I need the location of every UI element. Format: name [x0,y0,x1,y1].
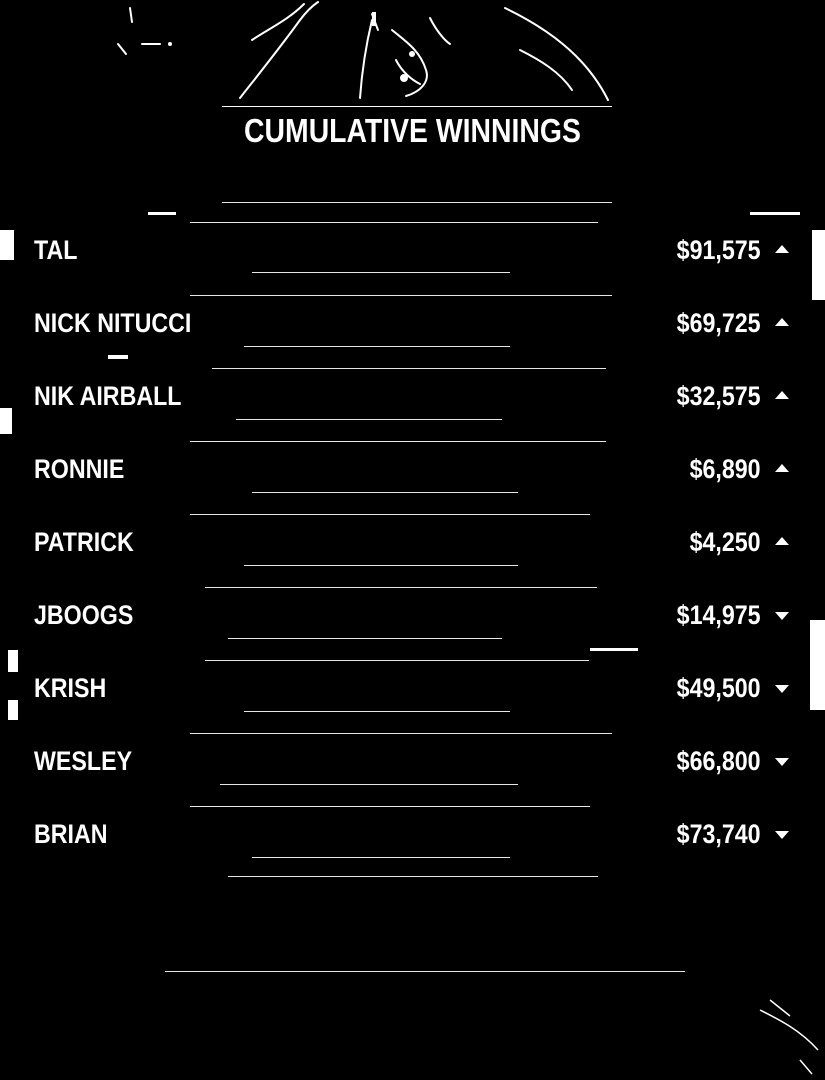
player-name: BRIAN [34,819,108,849]
edge-fragment [0,408,12,434]
divider [228,876,598,877]
leaderboard-row: NICK NITUCCI $69,725 [34,306,794,346]
player-name: RONNIE [34,454,125,484]
header-illustration [117,1,609,101]
divider [222,202,612,203]
player-name: WESLEY [34,746,133,776]
corner-sketch [759,999,819,1075]
player-winnings: $73,740 [677,819,761,849]
divider [236,419,502,420]
edge-fragment [810,620,825,710]
triangle-down-icon [775,685,789,693]
triangle-down-icon [775,758,789,766]
divider [220,784,518,785]
divider [190,441,606,442]
leaderboard-row: RONNIE $6,890 [34,452,794,492]
leaderboard-row: BRIAN $73,740 [34,817,794,857]
leaderboard-row: JBOOGS $14,975 [34,598,794,638]
player-winnings: $69,725 [677,308,761,338]
leaderboard-row: PATRICK $4,250 [34,525,794,565]
leaderboard-row: NIK AIRBALL $32,575 [34,379,794,419]
player-name: TAL [34,235,78,265]
leaderboard-row: TAL $91,575 [34,233,794,273]
divider [212,368,606,369]
player-winnings: $6,890 [689,454,761,484]
edge-fragment [812,230,825,300]
divider [190,806,590,807]
triangle-up-icon [775,391,789,399]
divider [190,514,590,515]
player-name: NICK NITUCCI [34,308,192,338]
triangle-down-icon [775,831,789,839]
player-winnings: $4,250 [689,527,761,557]
leaderboard-row: WESLEY $66,800 [34,744,794,784]
edge-fragment [750,212,800,215]
edge-fragment [8,700,18,720]
edge-fragment [590,648,638,651]
player-winnings: $91,575 [677,235,761,265]
player-name: KRISH [34,673,107,703]
divider [244,565,518,566]
player-winnings: $32,575 [677,381,761,411]
edge-fragment [108,355,128,359]
triangle-up-icon [775,318,789,326]
edge-fragment [0,230,14,260]
divider [228,638,502,639]
edge-fragment [8,650,18,672]
player-winnings: $66,800 [677,746,761,776]
player-winnings: $14,975 [677,600,761,630]
player-winnings: $49,500 [677,673,761,703]
divider [205,587,597,588]
triangle-up-icon [775,537,789,545]
divider [244,346,510,347]
triangle-up-icon [775,464,789,472]
divider [244,711,510,712]
leaderboard-row: KRISH $49,500 [34,671,794,711]
divider [190,222,598,223]
divider [165,971,685,972]
divider [252,272,510,273]
page-title: CUMULATIVE WINNINGS [244,112,581,149]
title-rule [222,106,612,107]
player-name: JBOOGS [34,600,134,630]
divider [205,660,589,661]
triangle-down-icon [775,612,789,620]
triangle-up-icon [775,245,789,253]
player-name: NIK AIRBALL [34,381,182,411]
edge-fragment [148,212,176,215]
divider [252,857,510,858]
divider [190,733,612,734]
player-name: PATRICK [34,527,134,557]
divider [252,492,518,493]
divider [190,295,612,296]
